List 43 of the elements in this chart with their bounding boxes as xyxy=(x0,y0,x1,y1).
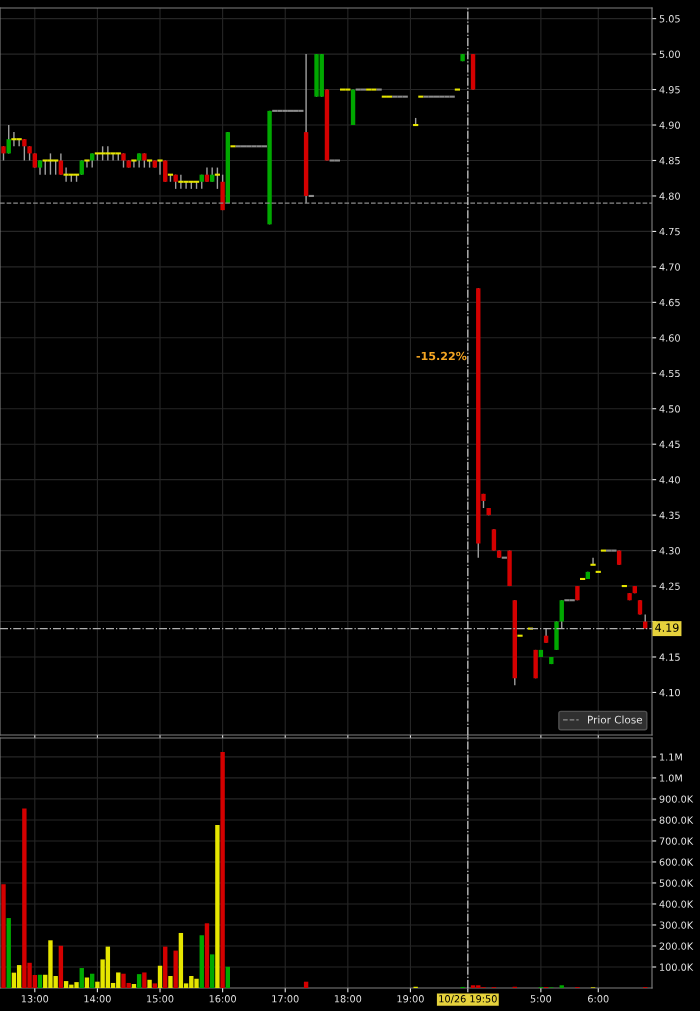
y-tick-label: 1.1M xyxy=(660,753,682,761)
x-tick-label: 13:00 xyxy=(21,995,49,1003)
y-tick-label: 1.0M xyxy=(660,774,682,782)
y-tick-label: 4.55 xyxy=(659,369,680,378)
x-tick-label: 19:00 xyxy=(397,995,424,1003)
y-tick-label: 700.0K xyxy=(659,837,694,845)
y-tick-label: 4.40 xyxy=(659,476,680,484)
y-tick-label: 4.25 xyxy=(659,582,680,590)
ref-line-label: 4.19 xyxy=(655,623,679,632)
y-tick-label: 200.0K xyxy=(659,942,694,950)
x-tick-label: 5:00 xyxy=(530,995,552,1003)
y-tick-label: 4.90 xyxy=(659,121,680,129)
y-tick-label: 300.0K xyxy=(659,921,694,929)
x-tick-label: 15:00 xyxy=(147,995,174,1003)
y-tick-label: 4.15 xyxy=(659,653,680,661)
y-tick-label: 800.0K xyxy=(659,816,694,824)
y-tick-label: 600.0K xyxy=(659,858,694,866)
x-tick-label: 18:00 xyxy=(334,995,362,1003)
y-tick-label: 4.80 xyxy=(659,192,680,200)
y-tick-label: 4.70 xyxy=(659,263,680,271)
y-tick-label: 500.0K xyxy=(659,879,694,887)
legend-label: Prior Close xyxy=(588,715,643,724)
y-tick-label: 4.65 xyxy=(659,298,680,307)
y-tick-label: 100.0K xyxy=(660,963,694,971)
y-tick-label: 5.00 xyxy=(659,50,680,58)
y-tick-label: 4.85 xyxy=(659,156,680,165)
y-tick-label: 4.50 xyxy=(659,405,680,413)
y-tick-label: 4.35 xyxy=(659,511,680,519)
y-tick-label: 900.0K xyxy=(659,795,694,803)
y-tick-label: 4.75 xyxy=(659,228,680,236)
y-tick-label: 4.10 xyxy=(659,688,680,697)
y-tick-label: 4.45 xyxy=(659,440,680,449)
y-tick-label: 4.30 xyxy=(659,547,680,555)
x-tick-label: 16:00 xyxy=(209,995,236,1003)
y-tick-label: 4.95 xyxy=(659,86,680,94)
y-tick-label: 400.0K xyxy=(659,900,694,908)
x-tick-label: 14:00 xyxy=(84,995,111,1003)
annotation: -15.22% xyxy=(416,351,467,361)
y-tick-label: 5.05 xyxy=(659,15,680,23)
x-tick-label: 6:00 xyxy=(588,995,609,1003)
x-tick-label: 10/26 19:50 xyxy=(439,995,497,1004)
y-tick-label: 4.60 xyxy=(659,334,680,342)
x-tick-label: 17:00 xyxy=(272,995,299,1003)
